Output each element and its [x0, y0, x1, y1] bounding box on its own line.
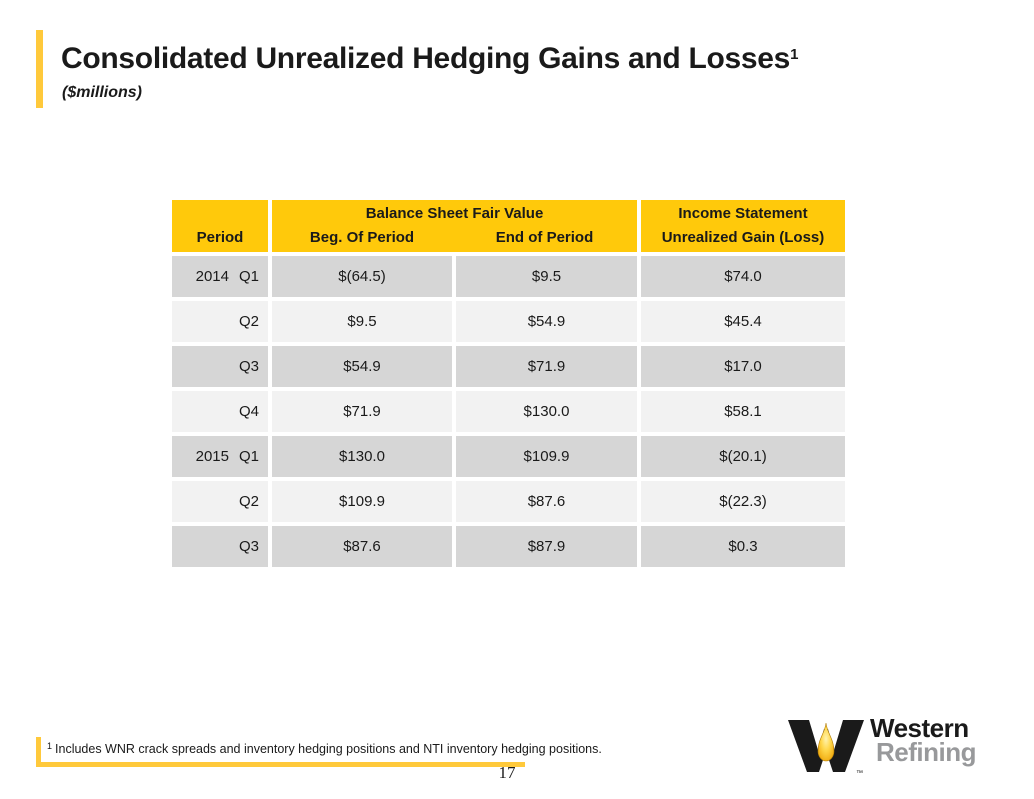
- end-of-period-cell: $130.0: [456, 391, 637, 432]
- period-quarter: Q1: [238, 268, 259, 285]
- period-quarter: Q1: [238, 448, 259, 465]
- column-group-title: Balance Sheet Fair Value: [365, 205, 544, 222]
- title-footnote-marker: 1: [790, 46, 799, 63]
- page-number: 17: [498, 763, 516, 782]
- logo-wordmark: Western Refining: [870, 713, 977, 767]
- footnote-text: Includes WNR crack spreads and inventory…: [55, 742, 602, 756]
- unrealized-gain-cell: $74.0: [641, 256, 845, 297]
- period-quarter: Q3: [238, 358, 259, 375]
- income-header-line1: Income Statement: [678, 205, 808, 222]
- beg-of-period-cell: $109.9: [272, 481, 452, 522]
- income-header-line2: Unrealized Gain (Loss): [661, 229, 825, 246]
- logo-word-western: Western: [870, 713, 969, 743]
- period-quarter: Q4: [238, 403, 259, 420]
- footnote-accent-bar: [36, 737, 41, 767]
- end-of-period-cell: $87.6: [456, 481, 637, 522]
- column-subheaders: Beg. Of Period End of Period: [272, 229, 637, 246]
- units-subtitle: ($millions): [62, 84, 143, 101]
- title-accent-bar: [36, 30, 43, 108]
- beg-of-period-cell: $9.5: [272, 301, 452, 342]
- period-cell: Q3: [172, 526, 268, 567]
- period-cell: Q3: [172, 346, 268, 387]
- end-of-period-cell: $9.5: [456, 256, 637, 297]
- column-header-beg-of-period: Beg. Of Period: [309, 229, 415, 246]
- period-cell: 2014 Q1: [172, 256, 268, 297]
- end-of-period-cell: $71.9: [456, 346, 637, 387]
- period-quarter: Q2: [238, 493, 259, 510]
- unrealized-gain-cell: $58.1: [641, 391, 845, 432]
- footnote-marker: 1: [47, 741, 53, 751]
- unrealized-gain-cell: $17.0: [641, 346, 845, 387]
- beg-of-period-cell: $54.9: [272, 346, 452, 387]
- end-of-period-cell: $54.9: [456, 301, 637, 342]
- column-header-end-of-period: End of Period: [495, 229, 594, 246]
- logo-word-refining: Refining: [876, 737, 977, 767]
- period-quarter: Q3: [238, 538, 259, 555]
- end-of-period-cell: $87.9: [456, 526, 637, 567]
- period-cell: Q2: [172, 481, 268, 522]
- table-header-row: Period Balance Sheet Fair Value Beg. Of …: [172, 200, 845, 252]
- company-logo: ™ Western Refining: [788, 713, 1016, 778]
- column-header-period: Period: [172, 200, 268, 252]
- period-cell: Q2: [172, 301, 268, 342]
- footnote: 1 Includes WNR crack spreads and inventor…: [47, 741, 602, 756]
- hedging-gains-table: Period Balance Sheet Fair Value Beg. Of …: [172, 200, 845, 567]
- logo-w-oil-drop-icon: ™: [788, 720, 864, 776]
- column-group-balance-sheet: Balance Sheet Fair Value Beg. Of Period …: [272, 200, 637, 252]
- period-cell: Q4: [172, 391, 268, 432]
- beg-of-period-cell: $(64.5): [272, 256, 452, 297]
- unrealized-gain-cell: $45.4: [641, 301, 845, 342]
- unrealized-gain-cell: $0.3: [641, 526, 845, 567]
- unrealized-gain-cell: $(20.1): [641, 436, 845, 477]
- unrealized-gain-cell: $(22.3): [641, 481, 845, 522]
- beg-of-period-cell: $71.9: [272, 391, 452, 432]
- period-year: 2014: [195, 268, 229, 285]
- end-of-period-cell: $109.9: [456, 436, 637, 477]
- table-body: 2014 Q1 $(64.5) $9.5 $74.0 Q2 $9.5 $54.9 …: [172, 256, 845, 567]
- period-quarter: Q2: [238, 313, 259, 330]
- period-year: 2015: [195, 448, 229, 465]
- beg-of-period-cell: $87.6: [272, 526, 452, 567]
- period-cell: 2015 Q1: [172, 436, 268, 477]
- page-title: Consolidated Unrealized Hedging Gains an…: [61, 42, 798, 76]
- page-title-text: Consolidated Unrealized Hedging Gains an…: [61, 42, 791, 75]
- column-header-income-statement: Income Statement Unrealized Gain (Loss): [641, 200, 845, 252]
- beg-of-period-cell: $130.0: [272, 436, 452, 477]
- footnote-underline: [36, 762, 525, 767]
- logo-trademark: ™: [856, 770, 863, 776]
